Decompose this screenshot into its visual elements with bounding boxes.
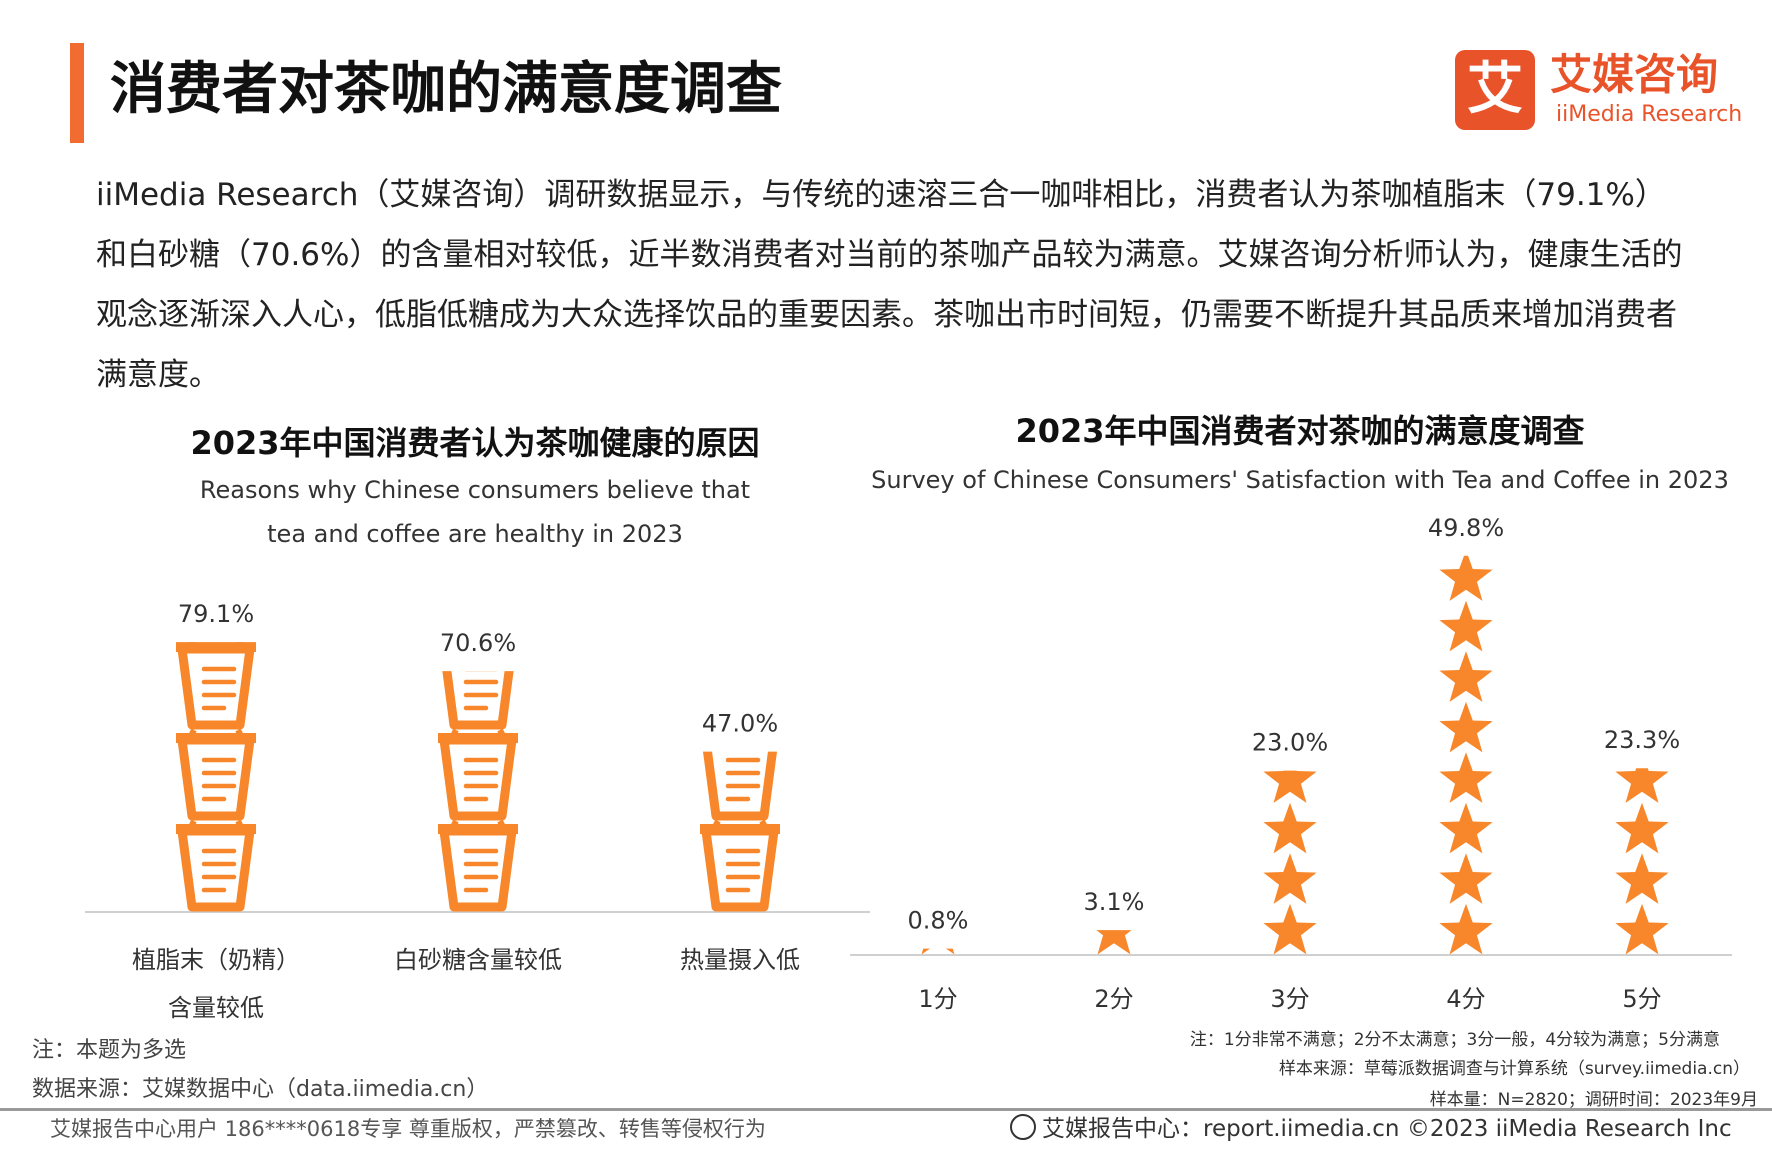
right-data-label: 23.0% — [1252, 729, 1328, 757]
left-source: 数据来源：艾媒数据中心（data.iimedia.cn） — [32, 1077, 489, 1102]
left-data-label: 70.6% — [440, 629, 516, 657]
star-bar — [1439, 555, 1493, 955]
coffee-cup-icon — [438, 819, 518, 912]
right-category-label: 2分 — [1094, 985, 1133, 1013]
star-icon — [1615, 853, 1669, 904]
left-chart-subtitle-line-2: tea and coffee are healthy in 2023 — [267, 520, 683, 548]
footer-site: 艾媒报告中心：report.iimedia.cn ©2023 iiMedia R… — [1010, 1114, 1732, 1144]
left-category-label: 植脂末（奶精） — [132, 946, 300, 974]
logo-en-text: iiMedia Research — [1556, 102, 1743, 127]
coffee-cup-icon — [176, 819, 256, 912]
logo-mark: 艾 — [1455, 50, 1535, 130]
star-icon — [1439, 600, 1493, 652]
right-data-label: 23.3% — [1604, 726, 1680, 754]
star-icon — [1096, 930, 1132, 955]
right-data-label: 49.8% — [1428, 514, 1504, 542]
coffee-cup-icon — [438, 728, 518, 821]
star-icon — [1263, 853, 1317, 904]
cup-bar — [438, 671, 518, 912]
star-icon — [1439, 752, 1493, 803]
star-icon — [1439, 651, 1493, 702]
globe-icon — [1010, 1114, 1036, 1140]
star-bar — [1615, 768, 1669, 955]
star-icon — [1615, 903, 1669, 955]
star-icon — [1439, 903, 1493, 955]
star-icon — [1615, 802, 1669, 854]
right-source: 样本来源：草莓派数据调查与计算系统（survey.iimedia.cn） — [1278, 1059, 1750, 1079]
right-category-label: 5分 — [1622, 985, 1661, 1013]
right-sample: 样本量：N=2820；调研时间：2023年9月 — [1429, 1090, 1758, 1110]
right-chart: 0.8% 1分 3.1% 2分 23.0% 3分 49.8% 4分 23.3% 5分 — [850, 514, 1732, 1013]
coffee-cup-icon — [700, 819, 780, 912]
star-icon — [921, 948, 955, 955]
page-title: 消费者对茶咖的满意度调查 — [110, 57, 782, 122]
left-chart-subtitle: Reasons why Chinese consumers believe th… — [100, 468, 850, 556]
left-data-label: 47.0% — [702, 710, 778, 738]
star-icon — [1439, 701, 1493, 753]
left-category-label: 热量摄入低 — [680, 946, 800, 974]
coffee-cup-icon — [176, 642, 256, 730]
star-icon — [1439, 802, 1493, 854]
right-category-label: 3分 — [1270, 985, 1309, 1013]
cup-bar — [176, 642, 256, 912]
star-icon — [1263, 802, 1317, 854]
right-category-label: 1分 — [918, 985, 957, 1013]
right-chart-title: 2023年中国消费者对茶咖的满意度调查 — [1015, 412, 1585, 450]
star-icon — [1439, 853, 1493, 904]
right-category-label: 4分 — [1446, 985, 1485, 1013]
footer-divider — [0, 1108, 1772, 1111]
star-icon — [1263, 903, 1317, 955]
star-bar — [921, 948, 955, 955]
left-category-label: 白砂糖含量较低 — [394, 946, 562, 974]
coffee-cup-icon — [176, 728, 256, 821]
coffee-cup-icon — [442, 671, 514, 730]
left-category-label: 含量较低 — [168, 994, 264, 1022]
intro-paragraph: iiMedia Research（艾媒咨询）调研数据显示，与传统的速溶三合一咖啡… — [96, 177, 1683, 393]
left-note: 注：本题为多选 — [32, 1038, 187, 1063]
right-chart-subtitle: Survey of Chinese Consumers' Satisfactio… — [871, 466, 1729, 494]
left-chart-subtitle-line-1: Reasons why Chinese consumers believe th… — [199, 476, 751, 504]
footer-site-text: 艾媒报告中心：report.iimedia.cn ©2023 iiMedia R… — [1042, 1116, 1732, 1142]
right-data-label: 0.8% — [908, 907, 969, 935]
right-note: 注：1分非常不满意；2分不太满意；3分一般，4分较为满意；5分满意 — [1189, 1030, 1720, 1050]
logo-cn-text: 艾媒咨询 — [1550, 50, 1719, 99]
left-chart-title: 2023年中国消费者认为茶咖健康的原因 — [190, 424, 760, 462]
star-bar — [1096, 930, 1132, 955]
cup-bar — [700, 751, 780, 912]
left-chart: 79.1% 植脂末（奶精） 含量较低 70.6% 白砂糖含量较低 47.0% 热量摄入低 — [85, 600, 870, 1022]
star-icon — [1615, 768, 1669, 803]
star-icon — [1439, 555, 1493, 601]
footer-copyright: 艾媒报告中心用户 186****0618专享 尊重版权，严禁篡改、转售等侵权行为 — [50, 1117, 766, 1141]
coffee-cup-icon — [702, 751, 778, 821]
right-data-label: 3.1% — [1084, 888, 1145, 916]
star-bar — [1263, 770, 1317, 955]
title-accent-bar — [70, 43, 84, 143]
left-data-label: 79.1% — [178, 600, 254, 628]
star-icon — [1263, 770, 1317, 803]
